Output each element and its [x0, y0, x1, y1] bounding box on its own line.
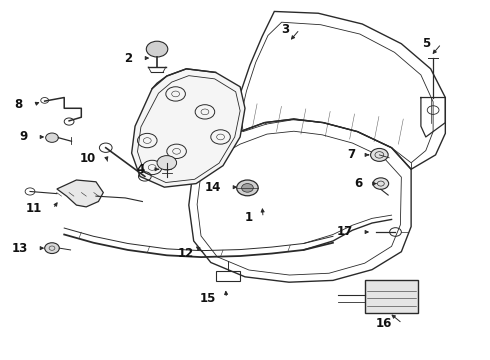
- Text: 1: 1: [244, 211, 252, 224]
- Text: 16: 16: [375, 317, 392, 330]
- Text: 10: 10: [80, 152, 96, 165]
- Text: 8: 8: [14, 98, 23, 111]
- Polygon shape: [132, 69, 245, 187]
- Circle shape: [147, 41, 168, 57]
- Circle shape: [237, 180, 258, 196]
- Circle shape: [46, 133, 58, 142]
- Text: 3: 3: [281, 23, 289, 36]
- Text: 7: 7: [347, 148, 355, 161]
- Circle shape: [370, 148, 388, 161]
- Text: 5: 5: [422, 37, 431, 50]
- Circle shape: [157, 156, 176, 170]
- Text: 17: 17: [336, 225, 352, 238]
- Text: 9: 9: [19, 130, 27, 144]
- Text: 6: 6: [354, 177, 362, 190]
- Circle shape: [45, 243, 59, 253]
- Text: 13: 13: [11, 242, 27, 255]
- Bar: [216, 271, 240, 281]
- Bar: [365, 280, 418, 313]
- Text: 2: 2: [124, 51, 133, 64]
- Polygon shape: [57, 180, 103, 207]
- Circle shape: [373, 178, 389, 189]
- Text: 14: 14: [204, 181, 220, 194]
- Circle shape: [242, 184, 253, 192]
- Text: 12: 12: [177, 247, 194, 260]
- Text: 11: 11: [26, 202, 42, 215]
- Text: 15: 15: [199, 292, 216, 305]
- Text: 4: 4: [137, 163, 145, 176]
